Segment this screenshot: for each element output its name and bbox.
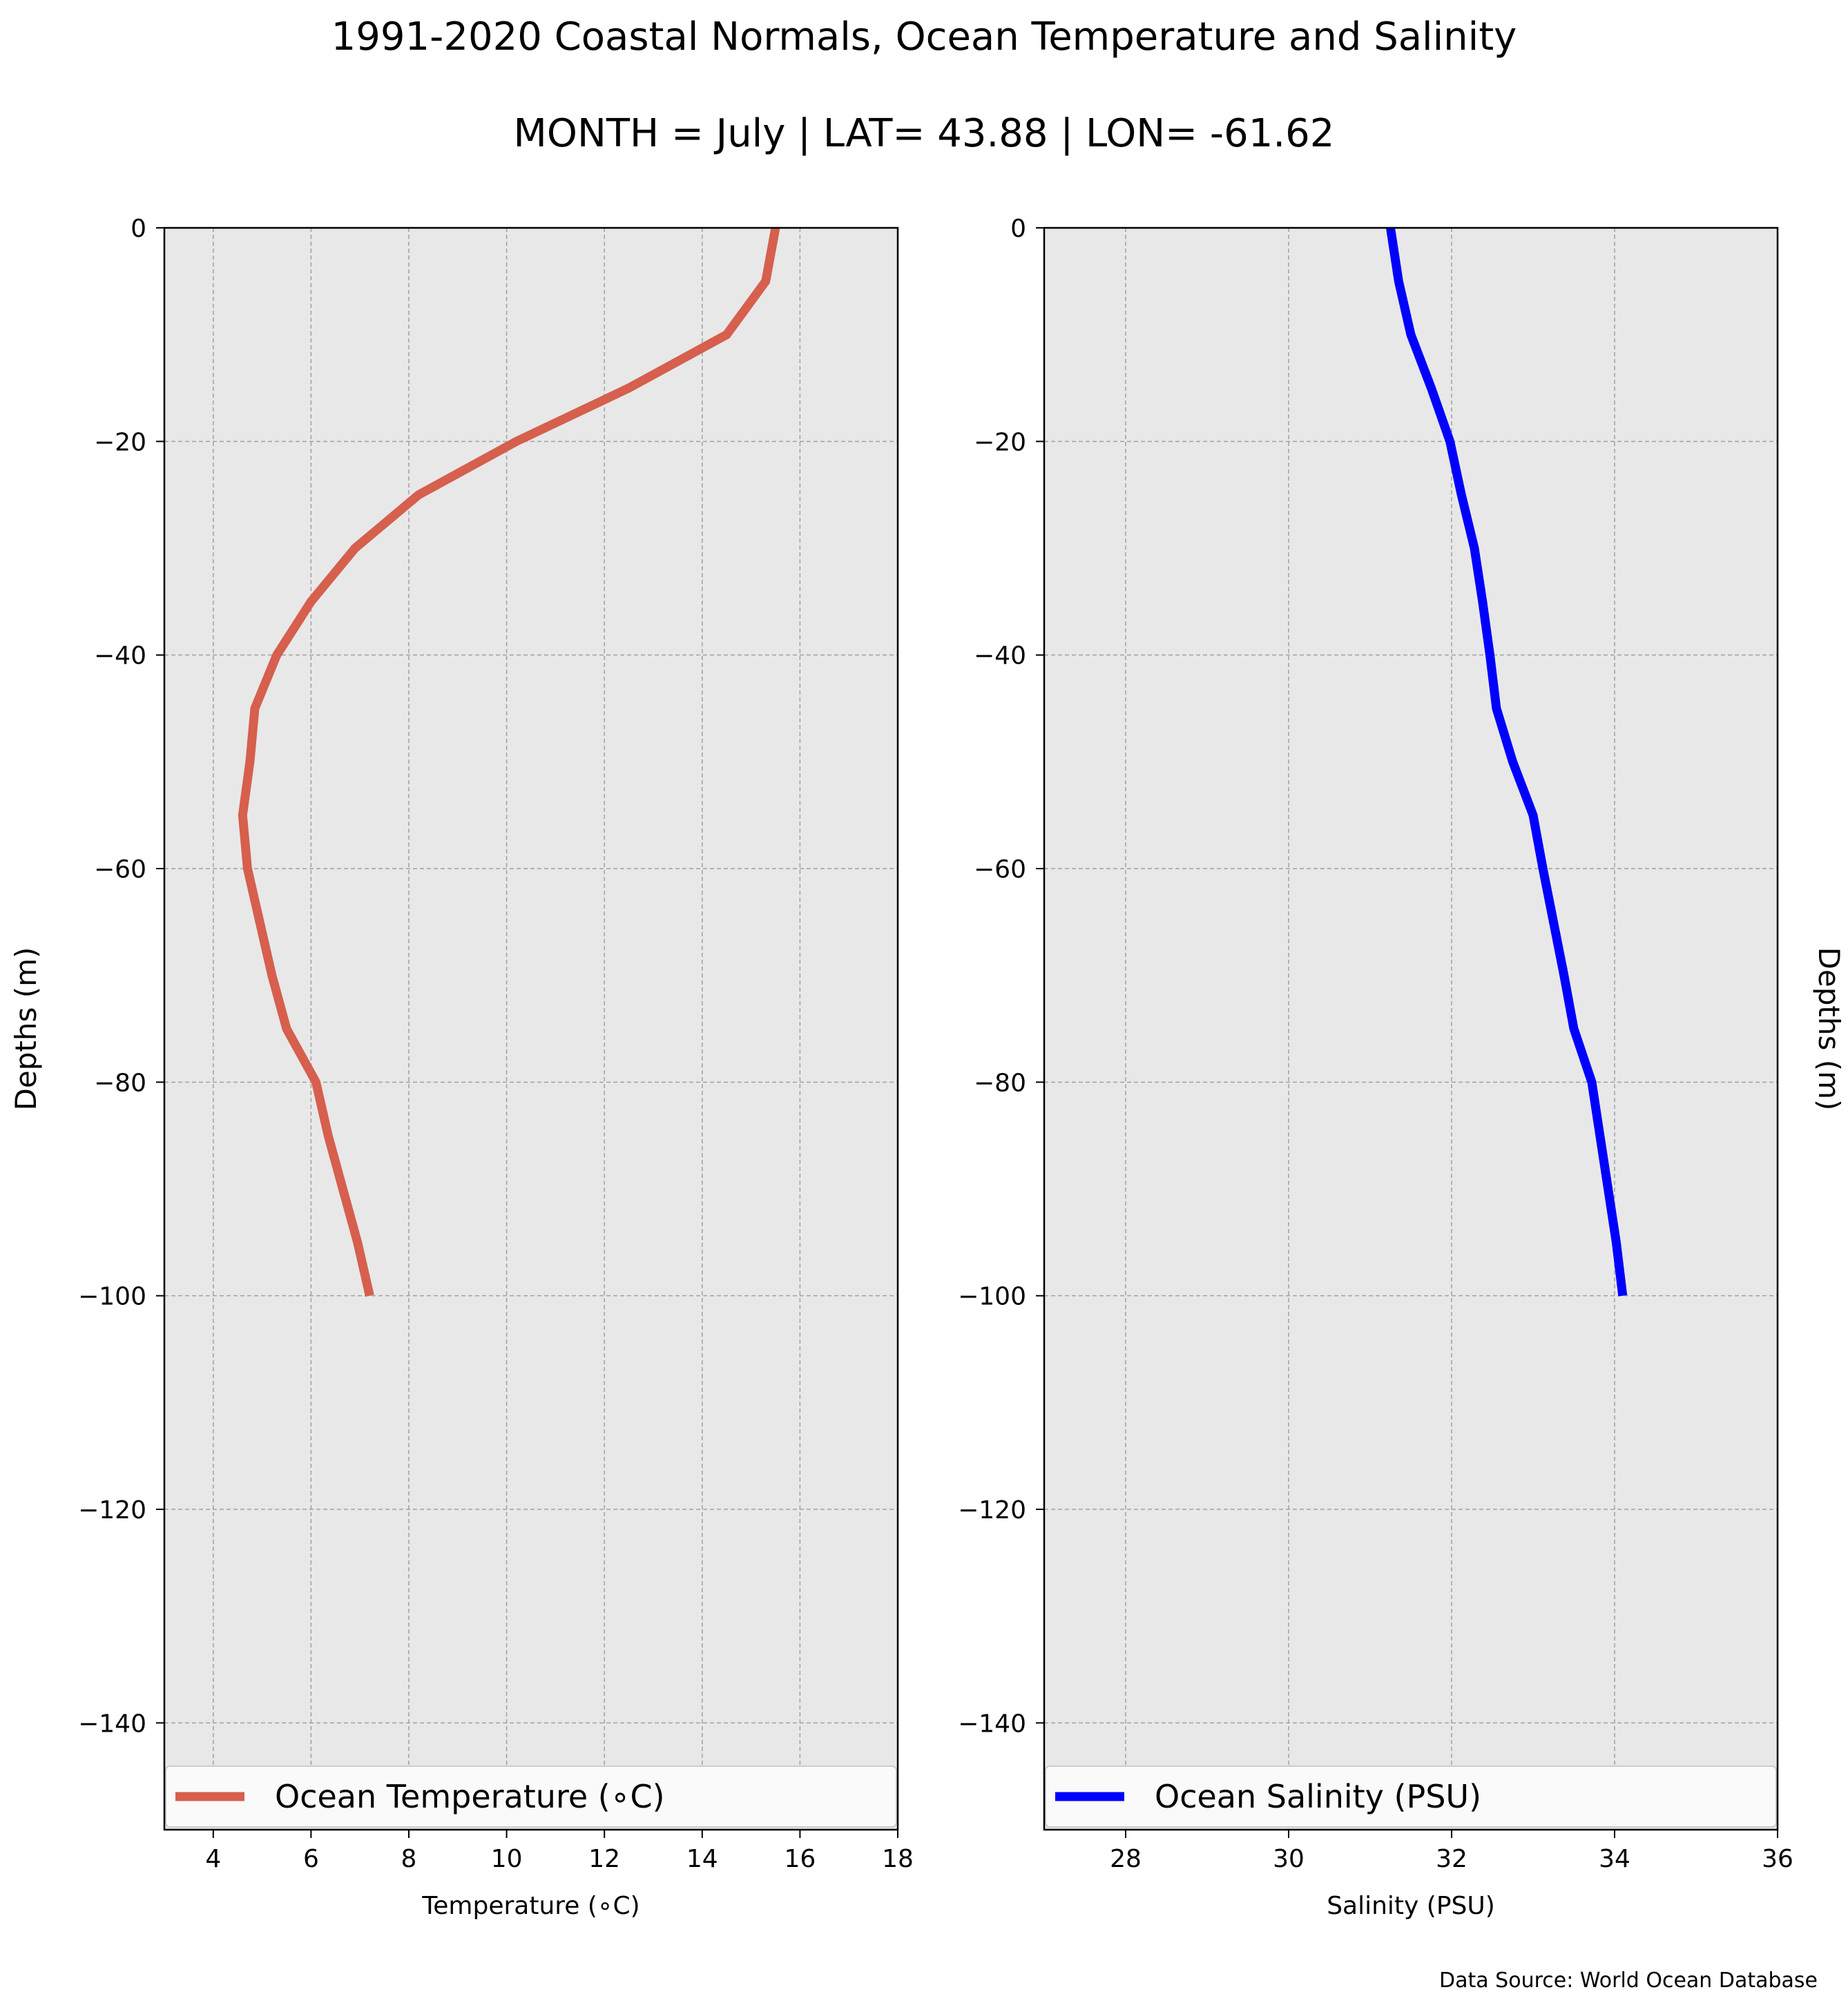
salinity-legend-label: Ocean Salinity (PSU): [1155, 1778, 1481, 1815]
salinity-ytick-label: −20: [974, 428, 1026, 456]
temperature-xtick-label: 14: [686, 1845, 718, 1873]
salinity-xtick-label: 36: [1762, 1845, 1793, 1873]
temperature-xtick-label: 4: [205, 1845, 221, 1873]
temperature-yaxis-label: Depths (m): [9, 947, 43, 1111]
salinity-ytick-label: −120: [958, 1496, 1026, 1525]
temperature-xtick-label: 16: [784, 1845, 816, 1873]
salinity-ytick-label: −80: [974, 1069, 1026, 1097]
data-source-note: Data Source: World Ocean Database: [1439, 1968, 1818, 1993]
salinity-xtick-label: 32: [1436, 1845, 1467, 1873]
temperature-ytick-label: −40: [94, 642, 146, 670]
salinity-xtick-label: 30: [1273, 1845, 1305, 1873]
temperature-xtick-label: 12: [588, 1845, 620, 1873]
chart-title: 1991-2020 Coastal Normals, Ocean Tempera…: [331, 14, 1517, 59]
salinity-ytick-label: 0: [1010, 215, 1026, 243]
temperature-xtick-label: 18: [882, 1845, 914, 1873]
temperature-xtick-label: 8: [401, 1845, 417, 1873]
temperature-ytick-label: −20: [94, 428, 146, 456]
salinity-legend: [1045, 1765, 1777, 1828]
temperature-panel: Ocean Temperature (∘C) 4 6 8 10 12 14 16 18 0 −20 −…: [9, 215, 914, 1920]
salinity-ytick-label: −100: [958, 1283, 1026, 1311]
salinity-series-line: [1386, 227, 1628, 1297]
salinity-ytick-label: −40: [974, 642, 1026, 670]
temperature-xtick-label: 10: [491, 1845, 523, 1873]
temperature-ytick-label: −120: [78, 1496, 146, 1525]
temperature-axes-frame: [163, 226, 899, 1831]
salinity-axes-frame: [1043, 226, 1779, 1831]
temperature-series-line: [238, 226, 780, 1297]
temperature-xaxis-label: Temperature (∘C): [421, 1892, 639, 1920]
temperature-ytick-label: 0: [131, 215, 146, 243]
temperature-ytick-label: −140: [78, 1710, 146, 1738]
temperature-plot-area: [164, 228, 898, 1830]
salinity-yaxis-label: Depths (m): [1812, 947, 1846, 1111]
salinity-xtick-label: 34: [1599, 1845, 1630, 1873]
temperature-ytick-label: −60: [94, 855, 146, 884]
salinity-ytick-label: −60: [974, 855, 1026, 884]
chart-subtitle: MONTH = July | LAT= 43.88 | LON= -61.62: [514, 111, 1335, 156]
salinity-xtick-label: 28: [1110, 1845, 1142, 1873]
salinity-plot-area: [1044, 228, 1778, 1830]
temperature-ytick-label: −80: [94, 1069, 146, 1097]
salinity-ytick-label: −140: [958, 1710, 1026, 1738]
temperature-ytick-label: −100: [78, 1283, 146, 1311]
temperature-legend-label: Ocean Temperature (∘C): [275, 1778, 665, 1815]
salinity-panel: Ocean Salinity (PSU) 28 30 32 34 36 0 −20 −40 −60…: [958, 215, 1846, 1920]
temperature-legend: [165, 1765, 897, 1828]
temperature-xtick-label: 6: [303, 1845, 319, 1873]
salinity-xaxis-label: Salinity (PSU): [1327, 1892, 1495, 1920]
